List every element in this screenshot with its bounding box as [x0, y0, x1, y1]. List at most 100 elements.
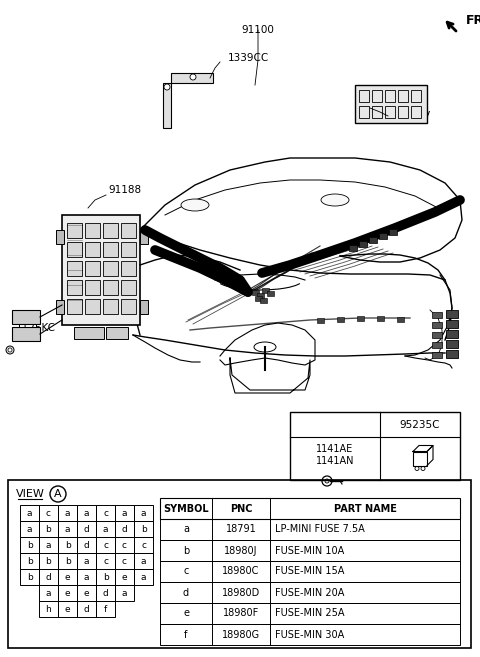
- Text: e: e: [65, 604, 70, 614]
- Bar: [134, 521, 153, 537]
- Bar: [85, 223, 100, 238]
- Text: a: a: [103, 524, 108, 533]
- Text: b: b: [26, 556, 32, 566]
- Circle shape: [164, 84, 170, 90]
- Text: a: a: [46, 589, 51, 597]
- Bar: [121, 223, 136, 238]
- Text: 18791: 18791: [226, 524, 256, 535]
- Bar: [77, 537, 96, 553]
- Text: b: b: [65, 556, 71, 566]
- Circle shape: [6, 346, 14, 354]
- Bar: [398, 90, 408, 102]
- Text: 1125KC: 1125KC: [16, 323, 56, 333]
- Text: FUSE-MIN 15A: FUSE-MIN 15A: [275, 566, 344, 576]
- Text: 18980C: 18980C: [222, 566, 260, 576]
- Text: 18980J: 18980J: [224, 545, 258, 556]
- Ellipse shape: [181, 199, 209, 211]
- Bar: [58, 537, 77, 553]
- Text: 95235C: 95235C: [400, 420, 440, 430]
- Bar: [140, 230, 148, 244]
- Bar: [58, 569, 77, 585]
- Bar: [252, 290, 259, 295]
- Text: h: h: [46, 604, 51, 614]
- Bar: [39, 521, 58, 537]
- Text: PART NAME: PART NAME: [334, 503, 396, 514]
- Text: 91100: 91100: [241, 25, 275, 35]
- Bar: [369, 237, 377, 243]
- Circle shape: [8, 348, 12, 352]
- Bar: [106, 327, 128, 339]
- Text: d: d: [84, 604, 89, 614]
- Bar: [62, 215, 140, 325]
- Ellipse shape: [321, 194, 349, 206]
- Text: 1339CC: 1339CC: [228, 53, 269, 63]
- Bar: [432, 342, 442, 348]
- Text: a: a: [122, 509, 127, 518]
- Bar: [12, 327, 40, 341]
- Bar: [20, 553, 39, 569]
- Bar: [446, 330, 458, 338]
- Bar: [140, 300, 148, 314]
- Text: a: a: [27, 509, 32, 518]
- Text: c: c: [103, 541, 108, 549]
- Bar: [115, 537, 134, 553]
- Bar: [432, 322, 442, 328]
- Bar: [389, 229, 397, 235]
- Text: a: a: [84, 572, 89, 581]
- Bar: [121, 299, 136, 314]
- Bar: [385, 106, 395, 118]
- Text: c: c: [122, 556, 127, 566]
- Bar: [115, 553, 134, 569]
- Text: d: d: [121, 524, 127, 533]
- Bar: [77, 585, 96, 601]
- Bar: [67, 242, 82, 257]
- Text: PNC: PNC: [230, 503, 252, 514]
- Bar: [359, 106, 369, 118]
- Text: 91188: 91188: [108, 185, 141, 195]
- Bar: [96, 585, 115, 601]
- Bar: [372, 90, 382, 102]
- Text: c: c: [103, 509, 108, 518]
- Bar: [85, 280, 100, 295]
- Bar: [160, 498, 460, 519]
- Text: a: a: [141, 556, 146, 566]
- Text: SYMBOL: SYMBOL: [163, 503, 209, 514]
- Text: d: d: [46, 572, 51, 581]
- Circle shape: [190, 74, 196, 80]
- Bar: [160, 603, 460, 624]
- Bar: [103, 261, 118, 276]
- Bar: [58, 521, 77, 537]
- Text: 91940V: 91940V: [390, 111, 430, 121]
- Bar: [96, 521, 115, 537]
- Text: d: d: [183, 587, 189, 597]
- Bar: [160, 519, 460, 540]
- Text: b: b: [65, 541, 71, 549]
- Bar: [67, 299, 82, 314]
- Text: e: e: [122, 572, 127, 581]
- Bar: [74, 327, 104, 339]
- Text: c: c: [46, 509, 51, 518]
- Bar: [67, 280, 82, 295]
- Bar: [56, 300, 64, 314]
- Bar: [398, 106, 408, 118]
- Bar: [260, 298, 267, 303]
- Text: f: f: [104, 604, 107, 614]
- Bar: [8, 480, 471, 648]
- Text: a: a: [46, 541, 51, 549]
- Bar: [262, 288, 269, 293]
- Bar: [77, 521, 96, 537]
- Bar: [58, 585, 77, 601]
- Bar: [39, 553, 58, 569]
- Bar: [446, 340, 458, 348]
- Text: 18980G: 18980G: [222, 629, 260, 639]
- Bar: [359, 90, 369, 102]
- Bar: [357, 316, 364, 321]
- Text: b: b: [103, 572, 108, 581]
- Text: LP-MINI FUSE 7.5A: LP-MINI FUSE 7.5A: [275, 524, 365, 535]
- Bar: [446, 320, 458, 328]
- Text: b: b: [26, 572, 32, 581]
- Text: b: b: [183, 545, 189, 556]
- Text: b: b: [141, 524, 146, 533]
- Bar: [134, 505, 153, 521]
- Text: b: b: [46, 524, 51, 533]
